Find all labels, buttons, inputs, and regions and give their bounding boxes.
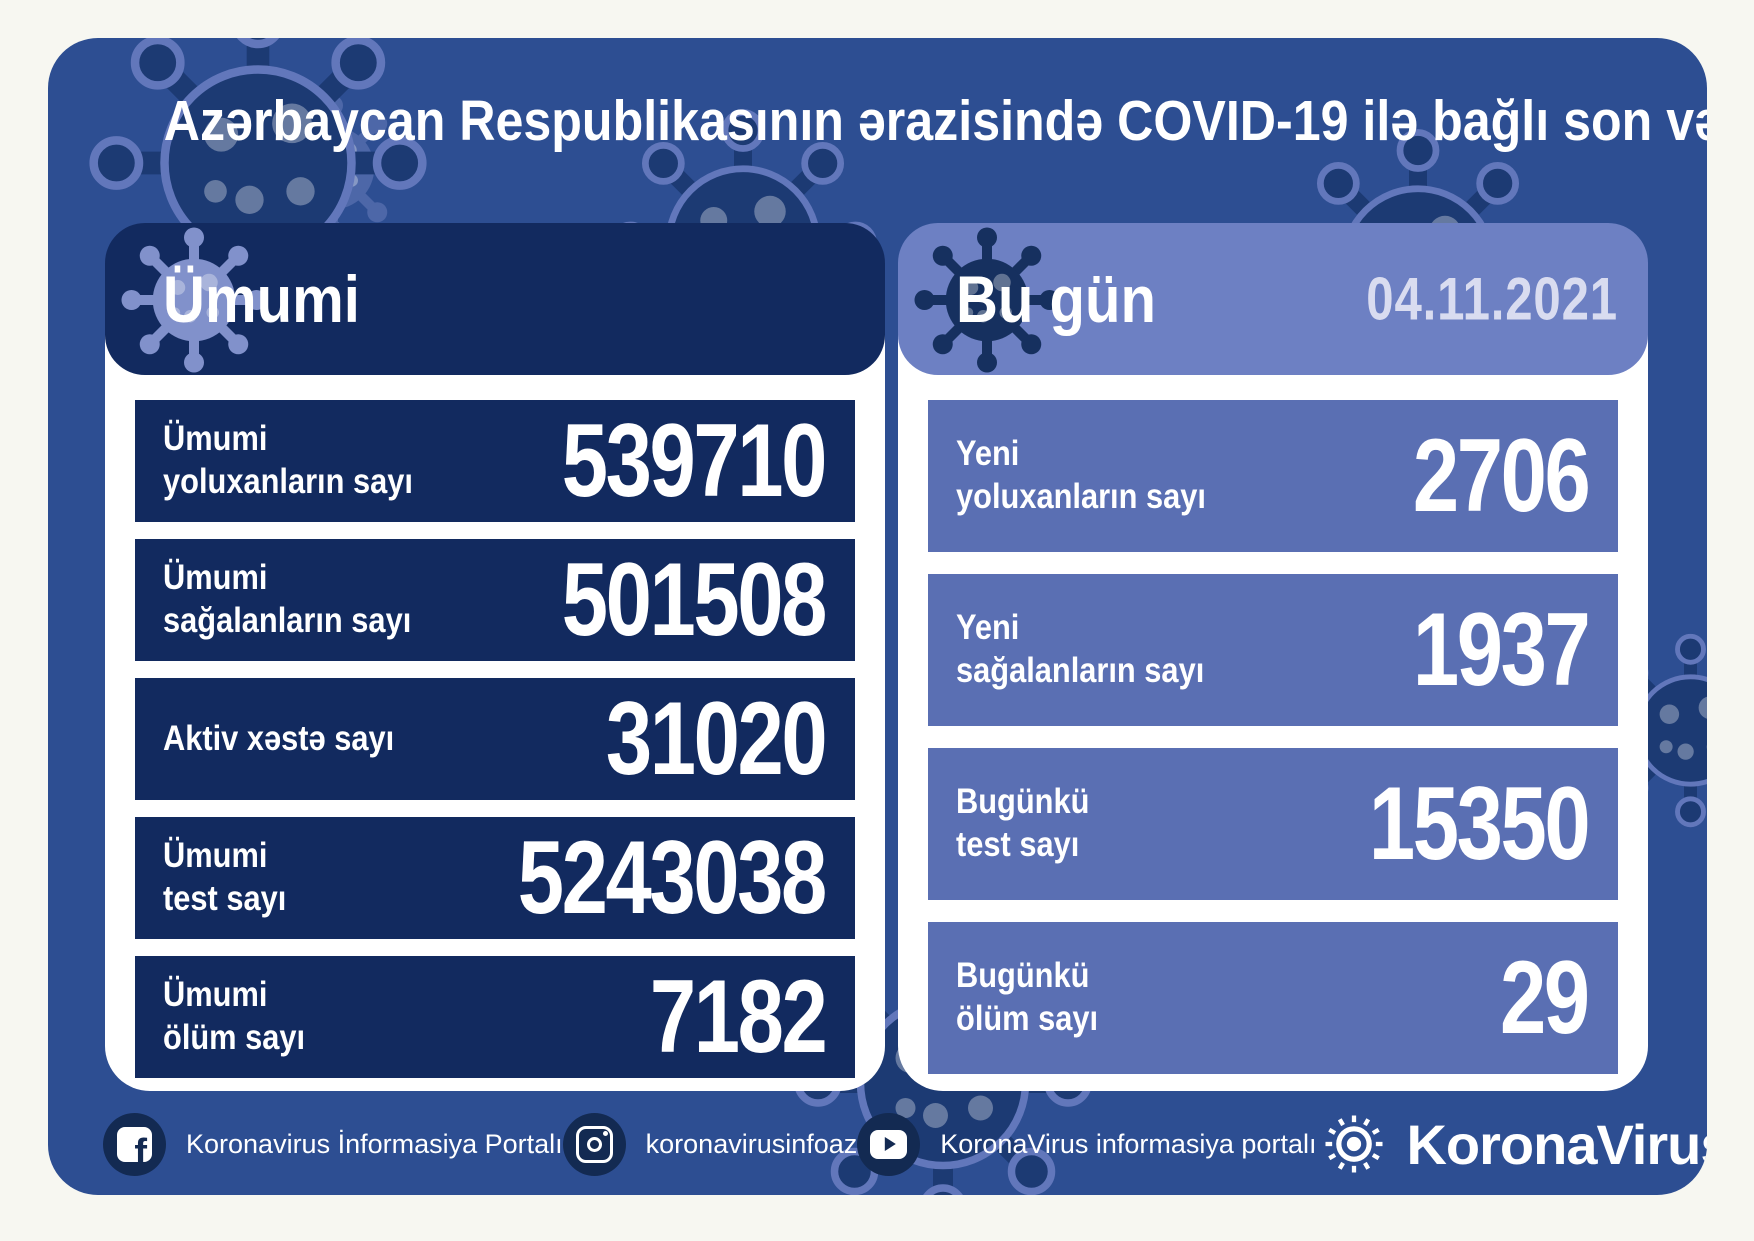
today-card-header: Bu gün 04.11.2021: [898, 223, 1648, 375]
stat-row-total-deaths: Ümumi ölüm sayı 7182: [135, 956, 855, 1078]
totals-card-title: Ümumi: [163, 262, 360, 336]
stat-value: 15350: [1368, 765, 1591, 882]
stat-label: Ümumi ölüm sayı: [163, 975, 306, 1057]
stat-row-new-infected: Yeni yoluxanların sayı 2706: [928, 400, 1618, 552]
stat-value: 7182: [649, 958, 828, 1075]
stat-row-total-recovered: Ümumi sağalanların sayı 501508: [135, 539, 855, 661]
footer: f Koronavirus İnformasiya Portalı korona…: [103, 1107, 1707, 1181]
today-card: Bu gün 04.11.2021 Yeni yoluxanların sayı…: [898, 223, 1648, 1091]
virus-sun-icon: [1316, 1106, 1392, 1182]
stat-label: Bugünkü ölüm sayı: [956, 956, 1099, 1038]
youtube-label: KoronaVirus informasiya portalı: [940, 1128, 1317, 1159]
logo-text: KoronaVirus: [1406, 1112, 1707, 1176]
report-date: 04.11.2021: [1366, 265, 1618, 333]
totals-card: Ümumi Ümumi yoluxanların sayı 539710 Ümu…: [105, 223, 885, 1091]
stat-row-today-tests: Bugünkü test sayı 15350: [928, 748, 1618, 900]
stat-label: Yeni yoluxanların sayı: [956, 434, 1206, 516]
stat-label: Ümumi sağalanların sayı: [163, 558, 412, 640]
facebook-icon: f: [103, 1112, 166, 1176]
totals-rows: Ümumi yoluxanların sayı 539710 Ümumi sağ…: [135, 400, 855, 1095]
stat-value: 1937: [1412, 591, 1591, 708]
stat-value: 29: [1500, 939, 1590, 1056]
facebook-link[interactable]: f Koronavirus İnformasiya Portalı: [103, 1112, 563, 1176]
stat-label: Ümumi test sayı: [163, 836, 287, 918]
stat-row-today-deaths: Bugünkü ölüm sayı 29: [928, 922, 1618, 1074]
instagram-label: koronavirusinfoaz: [645, 1128, 858, 1159]
infographic-board: Azərbaycan Respublikasının ərazisində CO…: [48, 38, 1707, 1195]
stat-value: 539710: [561, 402, 828, 519]
today-card-title: Bu gün: [956, 262, 1156, 336]
stat-value: 31020: [605, 680, 828, 797]
instagram-link[interactable]: koronavirusinfoaz: [562, 1112, 858, 1176]
stat-value: 501508: [561, 541, 828, 658]
stat-label: Yeni sağalanların sayı: [956, 608, 1205, 690]
page-title: Azərbaycan Respublikasının ərazisində CO…: [48, 90, 1707, 153]
stat-value: 5243038: [517, 819, 828, 936]
facebook-label: Koronavirus İnformasiya Portalı: [186, 1128, 563, 1159]
stat-value: 2706: [1412, 417, 1591, 534]
youtube-icon: [857, 1112, 921, 1176]
stat-row-active-cases: Aktiv xəstə sayı 31020: [135, 678, 855, 800]
stat-label: Bugünkü test sayı: [956, 782, 1090, 864]
today-rows: Yeni yoluxanların sayı 2706 Yeni sağalan…: [928, 400, 1618, 1096]
instagram-icon: [562, 1112, 626, 1176]
stat-row-new-recovered: Yeni sağalanların sayı 1937: [928, 574, 1618, 726]
stat-row-total-infected: Ümumi yoluxanların sayı 539710: [135, 400, 855, 522]
stat-label: Aktiv xəstə sayı: [163, 718, 395, 758]
koronavirus-info-logo: KoronaVirus info: [1316, 1106, 1707, 1182]
page-title-text: Azərbaycan Respublikasının ərazisində CO…: [163, 89, 1707, 153]
stat-row-total-tests: Ümumi test sayı 5243038: [135, 817, 855, 939]
totals-card-header: Ümumi: [105, 223, 885, 375]
stat-label: Ümumi yoluxanların sayı: [163, 419, 413, 501]
youtube-link[interactable]: KoronaVirus informasiya portalı: [857, 1112, 1317, 1176]
